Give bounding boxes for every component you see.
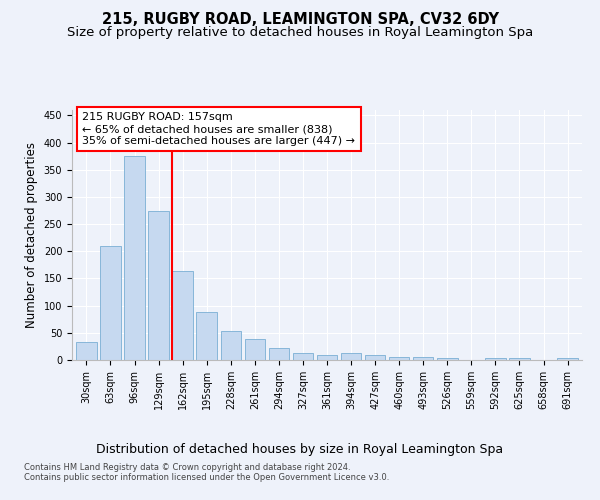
Bar <box>76 342 97 360</box>
Bar <box>148 210 169 360</box>
Bar <box>389 358 409 360</box>
Bar <box>413 358 433 360</box>
Text: Contains public sector information licensed under the Open Government Licence v3: Contains public sector information licen… <box>24 474 389 482</box>
Text: Distribution of detached houses by size in Royal Leamington Spa: Distribution of detached houses by size … <box>97 442 503 456</box>
Bar <box>245 339 265 360</box>
Bar <box>269 348 289 360</box>
Bar <box>100 246 121 360</box>
Bar <box>437 358 458 360</box>
Bar <box>124 156 145 360</box>
Bar <box>293 354 313 360</box>
Text: Size of property relative to detached houses in Royal Leamington Spa: Size of property relative to detached ho… <box>67 26 533 39</box>
Bar <box>341 353 361 360</box>
Bar <box>485 358 506 360</box>
Bar <box>557 358 578 360</box>
Text: 215, RUGBY ROAD, LEAMINGTON SPA, CV32 6DY: 215, RUGBY ROAD, LEAMINGTON SPA, CV32 6D… <box>101 12 499 28</box>
Bar <box>317 354 337 360</box>
Bar <box>509 358 530 360</box>
Bar <box>365 354 385 360</box>
Text: 215 RUGBY ROAD: 157sqm
← 65% of detached houses are smaller (838)
35% of semi-de: 215 RUGBY ROAD: 157sqm ← 65% of detached… <box>82 112 355 146</box>
Bar <box>172 272 193 360</box>
Text: Contains HM Land Registry data © Crown copyright and database right 2024.: Contains HM Land Registry data © Crown c… <box>24 464 350 472</box>
Y-axis label: Number of detached properties: Number of detached properties <box>25 142 38 328</box>
Bar <box>196 312 217 360</box>
Bar <box>221 331 241 360</box>
